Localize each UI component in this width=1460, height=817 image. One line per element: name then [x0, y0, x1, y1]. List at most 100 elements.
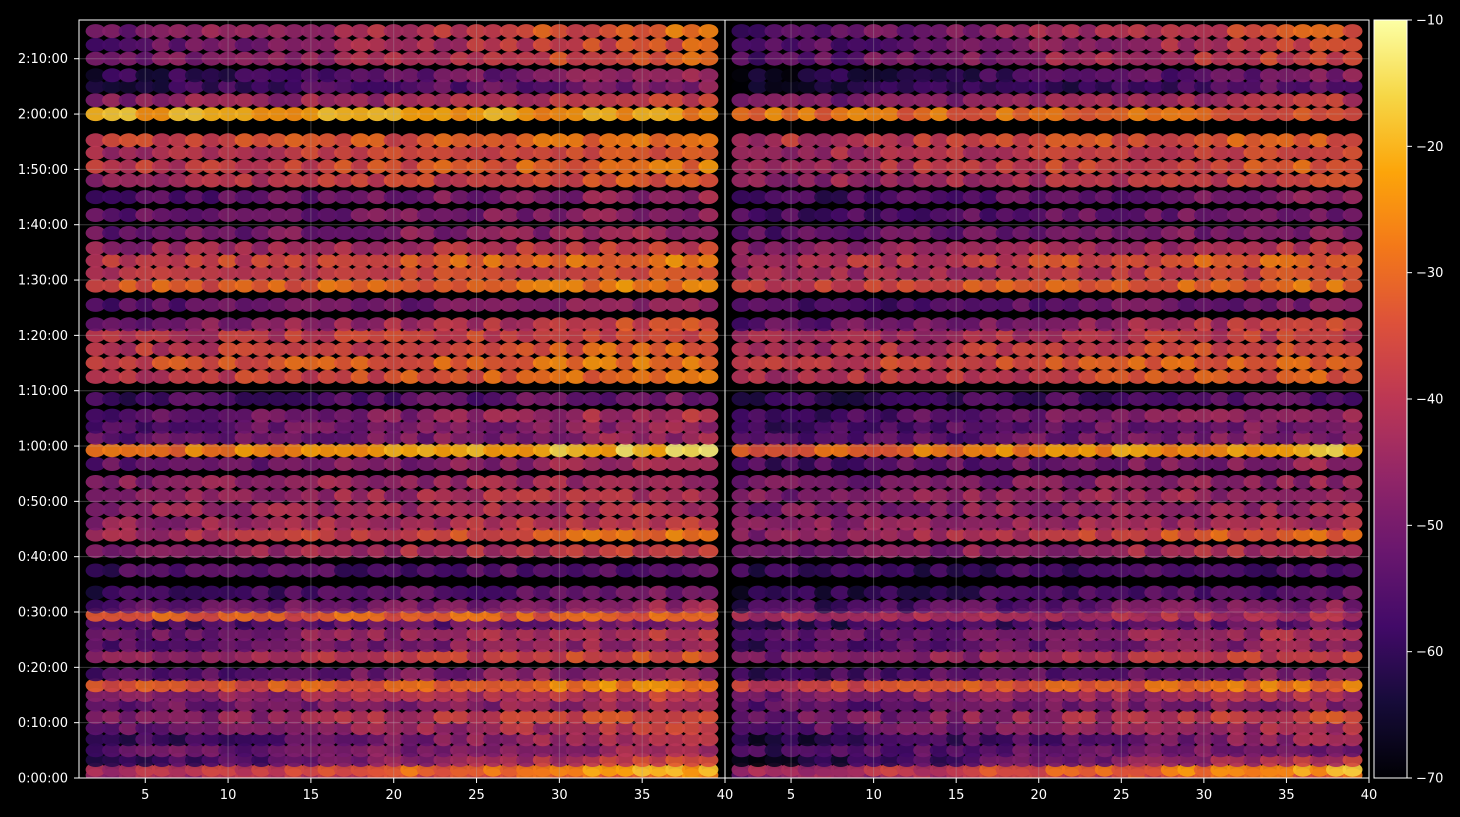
heat-cell	[731, 627, 752, 642]
heat-cell	[135, 721, 156, 736]
heat-cell	[1045, 527, 1066, 542]
heat-cell	[979, 79, 1000, 94]
heat-cell	[731, 732, 752, 747]
heat-cell	[764, 527, 785, 542]
heat-cell	[929, 328, 950, 343]
heat-cell	[383, 408, 404, 423]
heat-cell	[549, 369, 570, 384]
heat-cell	[400, 457, 421, 471]
heat-cell	[565, 356, 586, 370]
heat-cell	[764, 697, 785, 712]
heat-cell	[466, 208, 487, 222]
heat-cell	[284, 392, 305, 406]
heat-cell	[317, 68, 338, 83]
heat-cell	[764, 762, 785, 777]
heat-cell	[814, 190, 835, 205]
heat-cell	[218, 430, 239, 445]
heat-cell	[615, 527, 636, 542]
heat-cell	[830, 328, 851, 343]
heat-cell	[599, 297, 620, 312]
heat-cell	[400, 516, 421, 531]
heat-cell	[1012, 419, 1033, 434]
heat-cell	[532, 37, 553, 52]
heat-cell	[350, 159, 371, 174]
heat-cell	[1144, 638, 1165, 653]
heat-cell	[350, 678, 371, 693]
heat-cell	[433, 51, 454, 66]
heat-cell	[1276, 762, 1297, 777]
heat-cell	[450, 563, 470, 578]
heat-cell	[1111, 697, 1132, 712]
heat-cell	[516, 392, 537, 406]
heat-cell	[847, 190, 868, 205]
heat-cell	[416, 585, 437, 600]
heat-cell	[781, 317, 802, 332]
heat-cell	[433, 253, 454, 268]
heat-cell	[1210, 667, 1231, 682]
heat-cell	[499, 563, 520, 578]
heat-cell	[797, 743, 818, 758]
heat-cell	[450, 145, 470, 160]
heat-cell	[267, 544, 288, 559]
heat-cell	[1259, 342, 1280, 357]
heat-cell	[748, 585, 768, 600]
heat-cell	[565, 475, 586, 489]
heat-cell	[748, 68, 768, 83]
heat-cell	[962, 317, 983, 332]
heat-cell	[880, 544, 901, 559]
heat-cell	[847, 732, 868, 747]
heat-cell	[814, 328, 835, 343]
heat-cell	[632, 369, 653, 384]
heat-cell	[450, 516, 470, 531]
heat-cell	[781, 68, 802, 83]
heat-cell	[416, 37, 437, 52]
heat-cell	[929, 710, 950, 725]
heat-cell	[532, 502, 553, 517]
heat-cell	[350, 266, 371, 281]
heat-cell	[1160, 502, 1181, 517]
heat-cell	[748, 133, 768, 148]
heat-cell	[632, 51, 653, 66]
heat-cell	[1259, 563, 1280, 578]
heat-cell	[979, 516, 1000, 531]
heat-cell	[532, 173, 553, 188]
heat-cell	[1094, 563, 1115, 578]
heat-cell	[416, 743, 437, 758]
heat-cell	[698, 753, 719, 767]
heat-cell	[1127, 638, 1148, 653]
heat-cell	[1276, 392, 1297, 406]
y-tick-label: 0:20:00	[18, 661, 68, 676]
heat-cell	[615, 37, 636, 52]
heat-cell	[1342, 51, 1363, 66]
heat-cell	[995, 710, 1016, 725]
heat-cell	[1061, 68, 1082, 83]
heat-cell	[565, 488, 586, 503]
heat-cell	[648, 732, 669, 747]
heat-cell	[781, 430, 802, 445]
heat-cell	[516, 328, 537, 343]
heat-cell	[797, 430, 818, 445]
heat-cell	[1094, 408, 1115, 423]
x-tick-label: 40	[1361, 788, 1378, 803]
heat-cell	[300, 638, 321, 653]
heat-cell	[962, 743, 983, 758]
heat-cell	[1292, 753, 1313, 767]
heat-cell	[764, 24, 785, 39]
heat-cell	[400, 667, 421, 682]
heat-cell	[1226, 762, 1247, 777]
heat-cell	[416, 599, 437, 614]
heat-cell	[201, 408, 222, 423]
heat-cell	[781, 278, 802, 293]
heat-cell	[1326, 51, 1346, 66]
heat-cell	[1094, 51, 1115, 66]
heat-cell	[582, 599, 603, 614]
heat-cell	[1342, 688, 1363, 702]
heat-cell	[1193, 24, 1214, 39]
heat-cell	[748, 697, 768, 712]
heat-cell	[317, 37, 338, 52]
heat-cell	[251, 37, 272, 52]
heat-cell	[913, 107, 934, 122]
heat-cell	[1326, 93, 1346, 108]
heat-cell	[962, 93, 983, 108]
heat-cell	[1210, 762, 1231, 777]
